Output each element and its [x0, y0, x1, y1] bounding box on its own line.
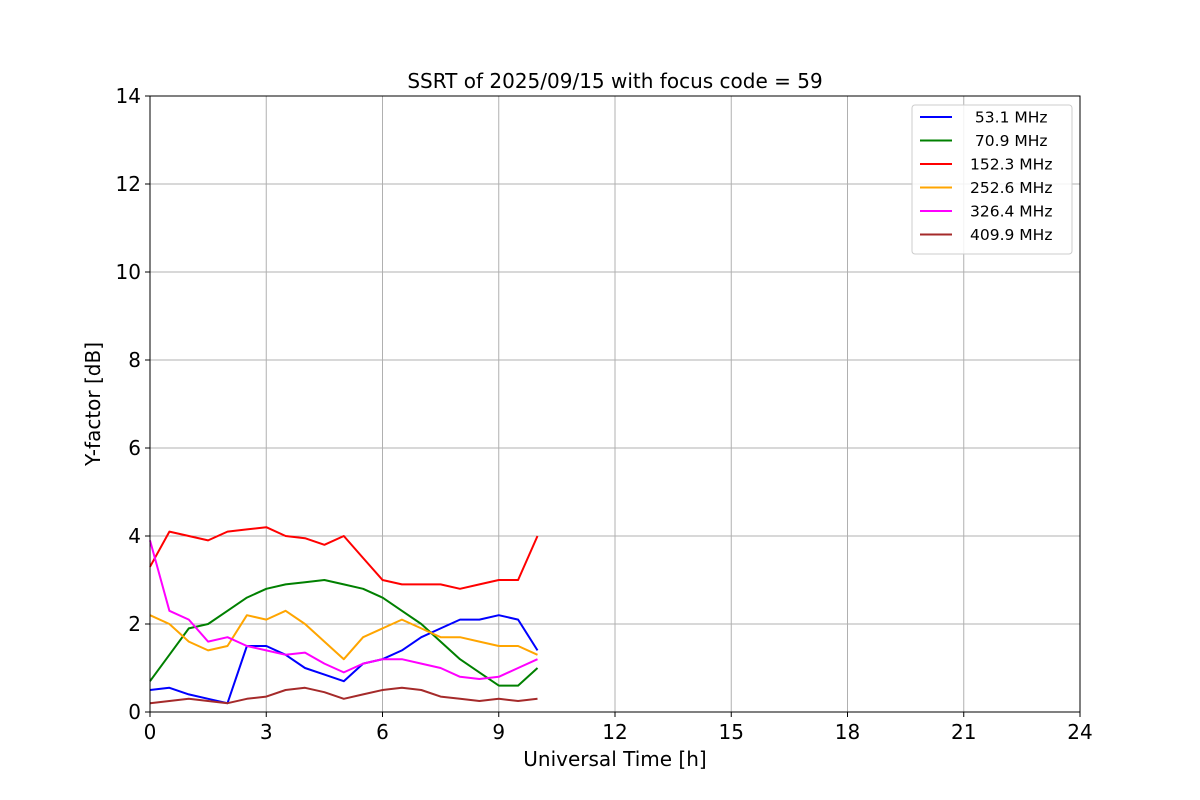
x-tick-label: 3 [260, 720, 273, 744]
x-axis-ticks: 0 3 6 9 12 15 18 21 24 [144, 712, 1093, 744]
legend-label: 252.6 MHz [970, 179, 1052, 197]
x-tick-label: 12 [602, 720, 627, 744]
y-axis-label: Y-factor [dB] [81, 342, 105, 467]
series-line-326-4-mhz [149, 540, 538, 680]
y-tick-label: 8 [128, 348, 141, 372]
legend-box [911, 104, 1073, 255]
y-tick-label: 4 [128, 524, 141, 548]
y-tick-label: 6 [128, 436, 141, 460]
x-tick-label: 6 [376, 720, 389, 744]
y-tick-label: 10 [116, 260, 141, 284]
y-tick-label: 14 [116, 84, 141, 108]
x-tick-label: 18 [835, 720, 860, 744]
y-tick-label: 12 [116, 172, 141, 196]
x-tick-label: 21 [951, 720, 976, 744]
series-line-152-3-mhz [149, 526, 539, 590]
chart-title: SSRT of 2025/09/15 with focus code = 59 [407, 69, 822, 93]
x-tick-label: 15 [719, 720, 744, 744]
legend-label: 70.9 MHz [970, 132, 1048, 150]
x-axis-label: Universal Time [h] [523, 747, 706, 771]
series-line-53-1-mhz [149, 614, 539, 705]
series-line-252-6-mhz [149, 609, 538, 661]
y-tick-label: 2 [128, 612, 141, 636]
series-layer [149, 526, 539, 705]
x-tick-label: 24 [1067, 720, 1092, 744]
y-axis-ticks: 0 2 4 6 8 10 12 14 [116, 84, 150, 724]
y-tick-label: 0 [128, 700, 141, 724]
legend-label: 409.9 MHz [970, 226, 1052, 244]
series-line-70-9-mhz [149, 579, 539, 687]
series-line-409-9-mhz [149, 686, 538, 705]
x-tick-label: 0 [144, 720, 157, 744]
legend: 53.1 MHz 70.9 MHz 152.3 MHz 252.6 MHz 326.4… [911, 104, 1073, 255]
x-tick-label: 9 [492, 720, 505, 744]
legend-label: 152.3 MHz [970, 156, 1052, 174]
legend-label: 53.1 MHz [970, 109, 1048, 127]
legend-label: 326.4 MHz [970, 203, 1052, 221]
